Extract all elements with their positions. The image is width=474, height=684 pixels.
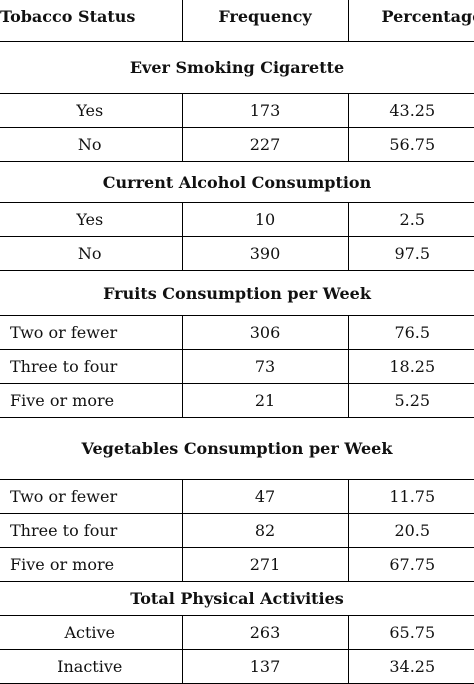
- section-title: Ever Smoking Cigarette: [0, 41, 474, 94]
- row-label: Five or more: [0, 547, 183, 582]
- header-status: Tobacco Status: [0, 0, 183, 42]
- section-row: Total Physical Activities: [0, 581, 474, 616]
- row-percentage: 56.75: [348, 127, 474, 162]
- section-row: Ever Smoking Cigarette: [0, 41, 474, 94]
- row-percentage: 2.5: [348, 202, 474, 237]
- row-percentage: 97.5: [348, 236, 474, 271]
- header-row: Tobacco Status Frequency Percentage: [0, 0, 474, 42]
- row-label: Active: [0, 615, 183, 650]
- table-row: Five or more 271 67.75: [0, 547, 474, 582]
- row-label: Two or fewer: [0, 479, 183, 514]
- row-label: Two or fewer: [0, 315, 183, 350]
- header-percentage: Percentage: [348, 0, 474, 42]
- row-label: Five or more: [0, 383, 183, 418]
- header-frequency: Frequency: [182, 0, 349, 42]
- table-row: No 390 97.5: [0, 236, 474, 271]
- row-frequency: 73: [182, 349, 349, 384]
- row-frequency: 390: [182, 236, 349, 271]
- row-percentage: 34.25: [348, 649, 474, 684]
- row-frequency: 82: [182, 513, 349, 548]
- table-row: Three to four 73 18.25: [0, 349, 474, 384]
- row-label: Three to four: [0, 513, 183, 548]
- row-frequency: 173: [182, 93, 349, 128]
- table-row: Yes 173 43.25: [0, 93, 474, 128]
- row-frequency: 227: [182, 127, 349, 162]
- row-label: Three to four: [0, 349, 183, 384]
- row-label: Inactive: [0, 649, 183, 684]
- row-frequency: 21: [182, 383, 349, 418]
- table-row: Five or more 21 5.25: [0, 383, 474, 418]
- row-frequency: 306: [182, 315, 349, 350]
- section-title: Vegetables Consumption per Week: [0, 417, 474, 480]
- table-body: Ever Smoking Cigarette Yes 173 43.25 No 227 56…: [0, 41, 474, 684]
- row-percentage: 43.25: [348, 93, 474, 128]
- row-percentage: 76.5: [348, 315, 474, 350]
- row-percentage: 5.25: [348, 383, 474, 418]
- row-label: No: [0, 236, 183, 271]
- table-row: Inactive 137 34.25: [0, 649, 474, 684]
- section-row: Vegetables Consumption per Week: [0, 417, 474, 480]
- row-percentage: 65.75: [348, 615, 474, 650]
- row-percentage: 18.25: [348, 349, 474, 384]
- row-label: No: [0, 127, 183, 162]
- row-frequency: 47: [182, 479, 349, 514]
- row-percentage: 67.75: [348, 547, 474, 582]
- table-row: Three to four 82 20.5: [0, 513, 474, 548]
- table-row: Yes 10 2.5: [0, 202, 474, 237]
- row-percentage: 11.75: [348, 479, 474, 514]
- table-row: Two or fewer 306 76.5: [0, 315, 474, 350]
- section-title: Total Physical Activities: [0, 581, 474, 616]
- section-row: Current Alcohol Consumption: [0, 161, 474, 203]
- section-title: Current Alcohol Consumption: [0, 161, 474, 203]
- row-percentage: 20.5: [348, 513, 474, 548]
- section-title: Fruits Consumption per Week: [0, 270, 474, 316]
- row-frequency: 10: [182, 202, 349, 237]
- section-row: Fruits Consumption per Week: [0, 270, 474, 316]
- row-frequency: 263: [182, 615, 349, 650]
- table-row: Two or fewer 47 11.75: [0, 479, 474, 514]
- table-row: Active 263 65.75: [0, 615, 474, 650]
- row-frequency: 137: [182, 649, 349, 684]
- row-label: Yes: [0, 202, 183, 237]
- row-frequency: 271: [182, 547, 349, 582]
- table-row: No 227 56.75: [0, 127, 474, 162]
- row-label: Yes: [0, 93, 183, 128]
